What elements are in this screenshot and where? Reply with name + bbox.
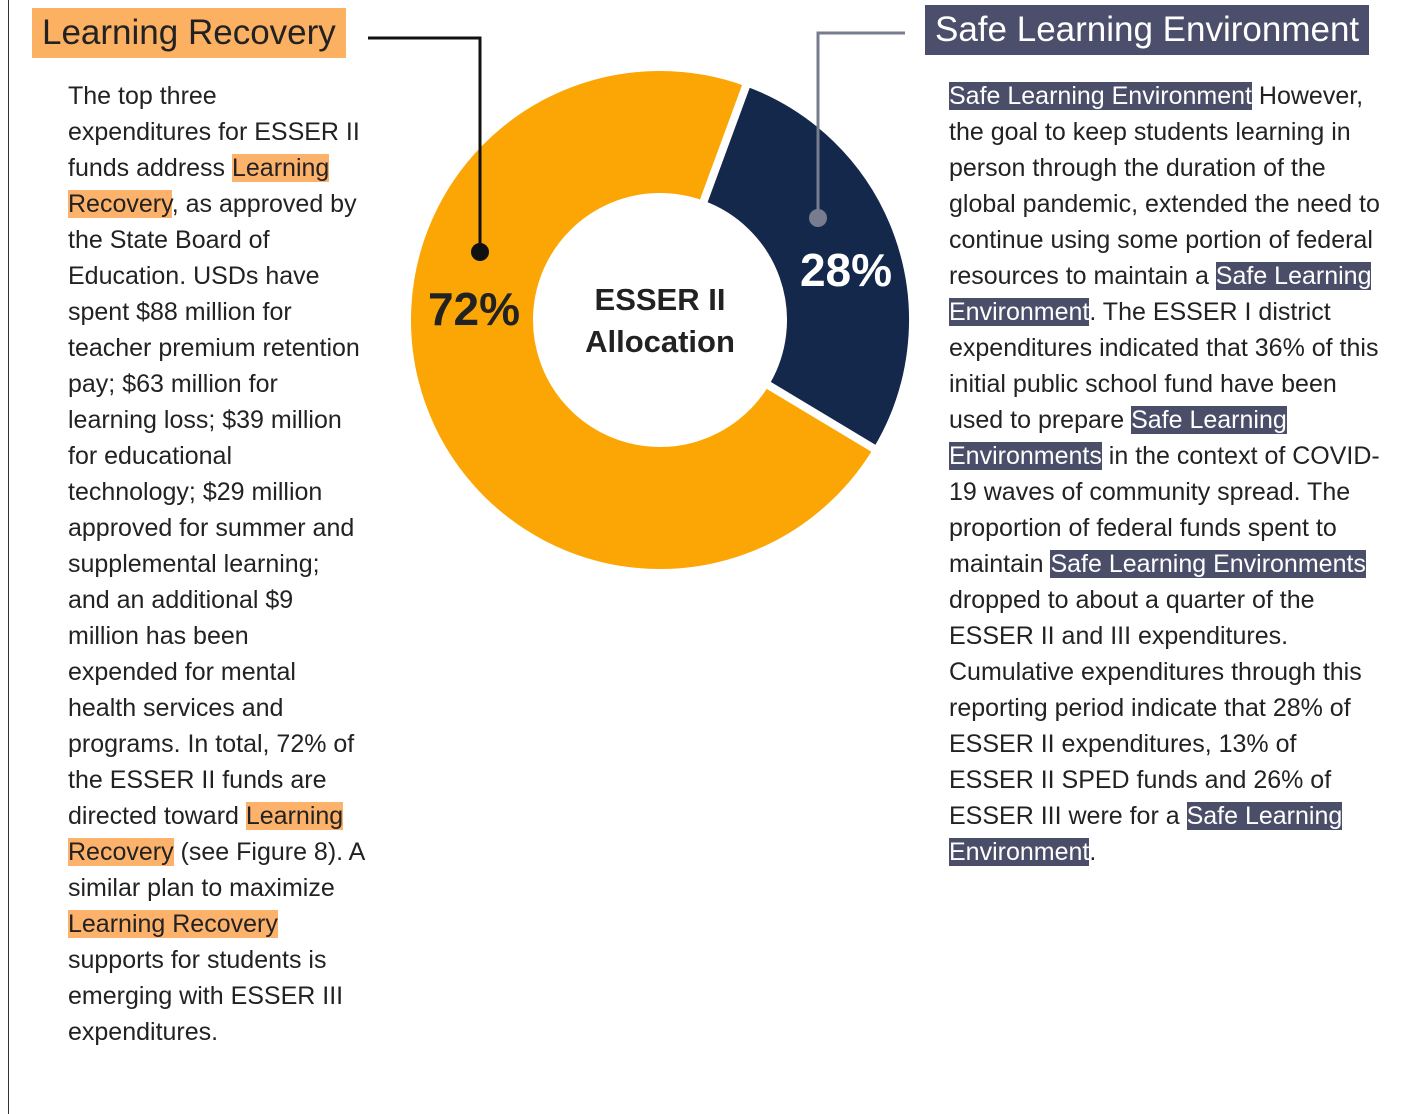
text: (see Figure 8). A similar plan to maximi… [68, 838, 364, 902]
paragraph: Safe Learning Environment However, the g… [949, 78, 1381, 870]
text: , as approved by the State Board of Educ… [68, 190, 360, 830]
text: The top three expenditures for ESSER II … [68, 82, 360, 182]
chart-title: ESSER II Allocation [585, 282, 735, 359]
heading: Learning Recovery [32, 8, 346, 58]
text: dropped to about a quarter of the ESSER … [949, 586, 1362, 830]
text: . [1089, 838, 1097, 866]
text: . The ESSER I district expenditures indi… [949, 298, 1379, 434]
text: in the context of COVID-19 waves of comm… [949, 442, 1380, 578]
highlight: Safe Learning Environment [949, 82, 1252, 110]
value-label: 72% [428, 283, 520, 335]
border [8, 0, 9, 1114]
connector [816, 31, 905, 218]
connector-dot [471, 243, 489, 261]
value-label: 28% [800, 244, 892, 296]
text: supports for students is emerging with E… [68, 946, 344, 1046]
paragraph: The top three expenditures for ESSER II … [68, 78, 364, 1050]
slice [403, 63, 883, 577]
highlight: Safe Learning Environments [1050, 550, 1366, 578]
heading: Safe Learning Environment [925, 5, 1370, 55]
connector-dot [809, 209, 827, 227]
highlight: Learning Recovery [68, 910, 278, 938]
slice [697, 77, 917, 456]
connector [368, 36, 482, 252]
text: However, the goal to keep students learn… [949, 82, 1380, 290]
